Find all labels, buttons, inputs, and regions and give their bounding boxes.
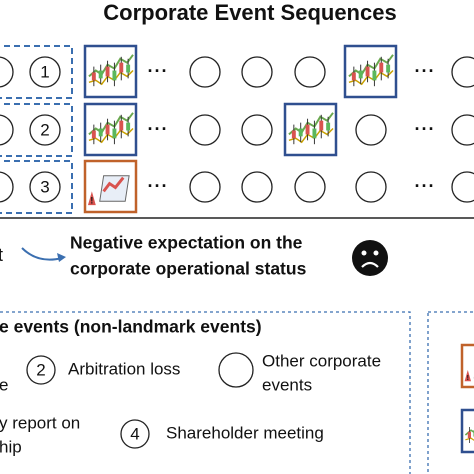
ellipsis: ··· [148,61,169,81]
event-circle [189,171,221,203]
event-number: 2 [40,120,49,139]
legend-box [427,311,474,474]
legend-fragment: hip [0,437,22,456]
landmark-box [83,159,138,214]
landmark-box [283,102,338,157]
landmark-icon [86,162,135,211]
event-circle [451,114,474,146]
ellipsis: ··· [148,119,169,139]
landmark-box [83,102,138,157]
event-circle [0,56,14,88]
legend-label: Arbitration loss [68,359,180,378]
title: Corporate Event Sequences [103,0,396,25]
legend-circle [26,355,56,385]
event-circle [29,114,61,146]
ellipsis: ··· [148,176,169,196]
event-circle [189,114,221,146]
event-circle [451,56,474,88]
event-number: 3 [40,177,49,196]
landmark-box [83,44,138,99]
landmark-icon [86,47,135,96]
legend-icon [463,346,474,386]
ellipsis: ··· [415,119,436,139]
arrow [21,247,63,261]
legend-number: 2 [36,360,45,379]
legend-icon-box [460,408,474,454]
legend-icon-box [460,343,474,389]
legend-icon [463,411,474,451]
event-circle [241,56,273,88]
landmark-icon [286,105,335,154]
ellipsis: ··· [415,176,436,196]
legend-label: Other corporate [262,351,381,370]
outcome-fragment: t [0,245,3,265]
event-circle [0,171,14,203]
legend-box [0,311,411,474]
legend-fragment: y report on [0,413,80,432]
sequence-row: 3 ··· ··· [0,159,474,214]
event-circle [451,171,474,203]
event-circle [355,114,387,146]
outcome-text: corporate operational status [70,259,307,279]
sequence-row: 1 ··· ··· [0,44,474,99]
event-circle [355,171,387,203]
event-circle [294,171,326,203]
landmark-icon [346,47,395,96]
sequence-row: 2 ··· ··· [0,102,474,157]
sequence-box [0,103,73,157]
legend-circle [120,419,150,449]
legend-circle [218,352,254,388]
event-circle [29,56,61,88]
event-circle [29,171,61,203]
legend-number: 4 [130,424,139,443]
ellipsis: ··· [415,61,436,81]
arrow-head [57,253,66,262]
event-number: 1 [40,62,49,81]
sequence-box [0,45,73,99]
event-circle [294,56,326,88]
landmark-box [343,44,398,99]
legend-label: events [262,375,312,394]
event-circle [0,114,14,146]
legend-fragment: e [0,375,8,394]
outcome-text: Negative expectation on the [70,233,303,253]
sequence-box [0,160,73,214]
legend-title: e events (non-landmark events) [0,317,262,337]
event-circle [241,171,273,203]
event-circle [189,56,221,88]
sad-face [352,240,388,276]
legend-label: Shareholder meeting [166,423,324,442]
event-circle [241,114,273,146]
landmark-icon [86,105,135,154]
